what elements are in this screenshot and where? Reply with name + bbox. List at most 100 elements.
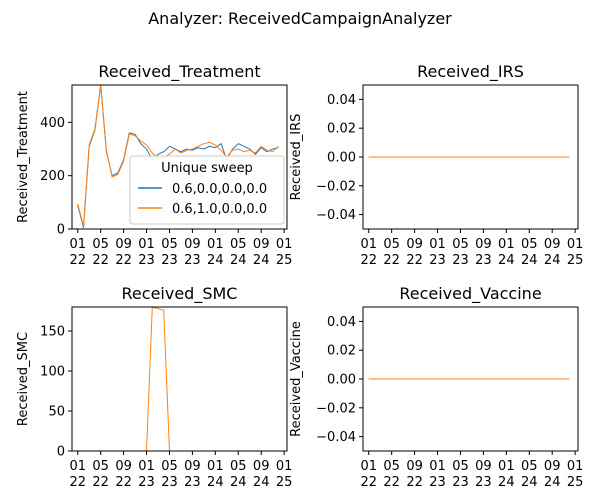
x-tick-label-bottom-2-8: 24	[253, 475, 270, 490]
x-tick-label-bottom-0-1: 22	[92, 253, 109, 268]
x-tick-label-bottom-2-1: 22	[92, 475, 109, 490]
series-line-2-1	[77, 306, 279, 452]
x-tick-label-top-1-4: 05	[452, 237, 469, 252]
y-tick-label-1-3: −0.02	[316, 179, 356, 194]
x-tick-label-bottom-2-5: 23	[184, 475, 201, 490]
x-tick-label-bottom-3-9: 25	[567, 475, 584, 490]
x-tick-label-bottom-3-3: 23	[429, 475, 446, 490]
x-tick-label-bottom-3-4: 23	[452, 475, 469, 490]
x-tick-label-top-3-6: 01	[498, 459, 515, 474]
x-tick-label-bottom-3-2: 22	[406, 475, 423, 490]
x-tick-label-bottom-1-5: 23	[475, 253, 492, 268]
x-tick-label-top-3-4: 05	[452, 459, 469, 474]
x-tick-label-top-1-7: 05	[521, 237, 538, 252]
x-tick-label-bottom-3-1: 22	[383, 475, 400, 490]
x-tick-label-top-0-9: 01	[276, 237, 293, 252]
x-tick-label-bottom-0-9: 25	[276, 253, 293, 268]
x-tick-label-top-3-2: 09	[406, 459, 423, 474]
y-tick-label-3-2: 0.00	[327, 373, 356, 388]
x-tick-label-top-3-0: 01	[360, 459, 377, 474]
x-tick-label-top-0-7: 05	[230, 237, 247, 252]
x-tick-label-bottom-2-9: 25	[276, 475, 293, 490]
y-tick-label-3-1: 0.02	[327, 344, 356, 359]
x-tick-label-top-2-1: 05	[92, 459, 109, 474]
y-tick-label-1-0: 0.04	[327, 93, 356, 108]
x-tick-label-bottom-0-7: 24	[230, 253, 247, 268]
x-tick-label-bottom-2-4: 23	[161, 475, 178, 490]
y-tick-label-2-0: 0	[57, 445, 65, 460]
x-tick-label-top-0-4: 05	[161, 237, 178, 252]
axes-frame-2	[71, 306, 288, 452]
x-tick-label-bottom-3-0: 22	[360, 475, 377, 490]
x-tick-label-bottom-2-7: 24	[230, 475, 247, 490]
legend-entry-1: 0.6,1.0,0.0,0.0	[172, 202, 267, 217]
y-tick-label-1-1: 0.02	[327, 122, 356, 137]
x-tick-label-top-1-3: 01	[429, 237, 446, 252]
x-tick-label-top-1-0: 01	[360, 237, 377, 252]
x-tick-label-top-2-4: 05	[161, 459, 178, 474]
x-tick-label-top-2-7: 05	[230, 459, 247, 474]
x-tick-label-bottom-1-1: 22	[383, 253, 400, 268]
x-tick-label-bottom-1-7: 24	[521, 253, 538, 268]
x-tick-label-bottom-1-9: 25	[567, 253, 584, 268]
x-tick-label-bottom-0-2: 22	[115, 253, 132, 268]
panel-title-2: Received_SMC	[122, 284, 238, 304]
x-tick-label-bottom-0-5: 23	[184, 253, 201, 268]
x-tick-label-bottom-3-7: 24	[521, 475, 538, 490]
x-tick-label-bottom-0-6: 24	[207, 253, 224, 268]
y-tick-label-3-4: −0.04	[316, 430, 356, 445]
y-axis-label-2: Received_SMC	[16, 332, 31, 426]
x-tick-label-top-0-1: 05	[92, 237, 109, 252]
x-tick-label-top-0-5: 09	[184, 237, 201, 252]
x-tick-label-top-1-1: 05	[383, 237, 400, 252]
x-tick-label-bottom-3-5: 23	[475, 475, 492, 490]
x-tick-label-top-3-7: 05	[521, 459, 538, 474]
x-tick-label-top-2-0: 01	[69, 459, 86, 474]
legend-box	[129, 155, 285, 225]
y-tick-label-2-2: 100	[40, 365, 65, 380]
x-tick-label-bottom-3-8: 24	[544, 475, 561, 490]
x-tick-label-top-1-2: 09	[406, 237, 423, 252]
x-tick-label-top-2-5: 09	[184, 459, 201, 474]
x-tick-label-bottom-2-0: 22	[69, 475, 86, 490]
x-tick-label-top-3-5: 09	[475, 459, 492, 474]
x-tick-label-top-0-2: 09	[115, 237, 132, 252]
series-line-0-1	[77, 84, 279, 227]
y-axis-label-3: Received_Vaccine	[289, 321, 304, 437]
y-tick-label-1-4: −0.04	[316, 208, 356, 223]
y-axis-label-1: Received_IRS	[289, 114, 304, 201]
x-tick-label-top-3-3: 01	[429, 459, 446, 474]
x-tick-label-top-1-8: 09	[544, 237, 561, 252]
x-tick-label-top-1-9: 01	[567, 237, 584, 252]
x-tick-label-bottom-2-2: 22	[115, 475, 132, 490]
y-tick-label-2-1: 50	[48, 405, 65, 420]
y-tick-label-0-1: 200	[40, 169, 65, 184]
x-tick-label-bottom-1-3: 23	[429, 253, 446, 268]
x-tick-label-bottom-0-4: 23	[161, 253, 178, 268]
x-tick-label-top-2-3: 01	[138, 459, 155, 474]
x-tick-label-bottom-2-6: 24	[207, 475, 224, 490]
x-tick-label-bottom-1-4: 23	[452, 253, 469, 268]
y-tick-label-0-2: 400	[40, 116, 65, 131]
x-tick-label-bottom-0-3: 23	[138, 253, 155, 268]
y-axis-label-0: Received_Treatment	[16, 91, 31, 223]
x-tick-label-bottom-2-3: 23	[138, 475, 155, 490]
x-tick-label-top-1-6: 01	[498, 237, 515, 252]
x-tick-label-top-2-9: 01	[276, 459, 293, 474]
x-tick-label-bottom-1-0: 22	[360, 253, 377, 268]
y-tick-label-3-3: −0.02	[316, 401, 356, 416]
x-tick-label-bottom-0-0: 22	[69, 253, 86, 268]
x-tick-label-top-3-9: 01	[567, 459, 584, 474]
axes-frame-0	[71, 84, 288, 230]
x-tick-label-bottom-0-8: 24	[253, 253, 270, 268]
x-tick-label-top-0-3: 01	[138, 237, 155, 252]
legend-entry-0: 0.6,0.0,0.0,0.0	[172, 182, 267, 197]
y-tick-label-2-3: 150	[40, 325, 65, 340]
panel-title-0: Received_Treatment	[98, 62, 260, 82]
figure-suptitle: Analyzer: ReceivedCampaignAnalyzer	[148, 9, 452, 28]
x-tick-label-top-2-6: 01	[207, 459, 224, 474]
x-tick-label-top-0-6: 01	[207, 237, 224, 252]
y-tick-label-1-2: 0.00	[327, 151, 356, 166]
panel-title-3: Received_Vaccine	[399, 284, 541, 304]
